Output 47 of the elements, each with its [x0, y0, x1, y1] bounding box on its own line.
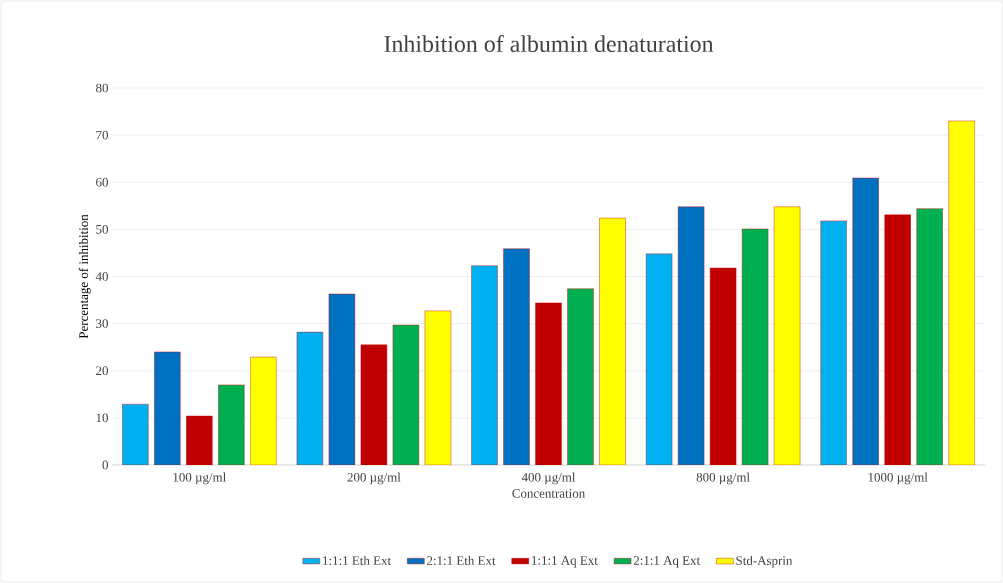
bar [599, 217, 626, 465]
y-tick-label: 0 [102, 460, 108, 470]
bar [218, 384, 245, 465]
bar [852, 177, 879, 465]
bar [948, 120, 975, 465]
y-axis-title: Percentage of inhibition [78, 214, 91, 339]
legend-label: 1:1:1 Aq Ext [532, 556, 598, 568]
y-tick-label: 60 [96, 177, 108, 187]
legend-label: 1:1:1 Eth Ext [323, 555, 392, 566]
bar [360, 344, 388, 465]
bar [773, 206, 801, 465]
x-tick-label: 1000 µg/ml [868, 472, 928, 485]
legend-label: 2:1:1 Aq Ext [633, 556, 701, 568]
chart-title: Inhibition of albumin denaturation [384, 35, 714, 53]
bar [328, 293, 356, 465]
bar [820, 220, 847, 465]
bar [154, 351, 181, 465]
bar [186, 415, 213, 465]
bar [424, 310, 452, 465]
bar [122, 404, 149, 465]
x-tick-label: 100 µg/ml [173, 472, 226, 485]
y-tick-label: 50 [96, 225, 108, 234]
bar [741, 228, 769, 465]
x-tick-label: 200 µg/ml [347, 472, 401, 485]
bar [296, 331, 324, 465]
bar [677, 206, 705, 465]
bar [250, 356, 277, 465]
bar [567, 288, 594, 465]
y-tick-label: 30 [96, 319, 108, 328]
bar [392, 324, 420, 465]
bar [884, 214, 911, 465]
x-tick-label: 400 µg/ml [521, 472, 576, 485]
y-tick-label: 10 [96, 413, 108, 423]
bar [709, 267, 737, 465]
y-tick-label: 70 [96, 130, 108, 140]
bar [916, 208, 943, 465]
x-axis-title: Concentration [512, 489, 586, 498]
y-tick-label: 80 [96, 83, 108, 93]
x-tick-label: 800 µg/ml [696, 472, 750, 485]
bar [503, 248, 530, 465]
bar [471, 265, 498, 465]
bar [535, 302, 562, 465]
legend-label: Std-Asprin [736, 555, 793, 568]
y-tick-label: 40 [95, 272, 108, 281]
legend-label: 2:1:1 Eth Ext [427, 555, 496, 566]
y-tick-label: 20 [96, 366, 108, 376]
bar [645, 253, 673, 465]
